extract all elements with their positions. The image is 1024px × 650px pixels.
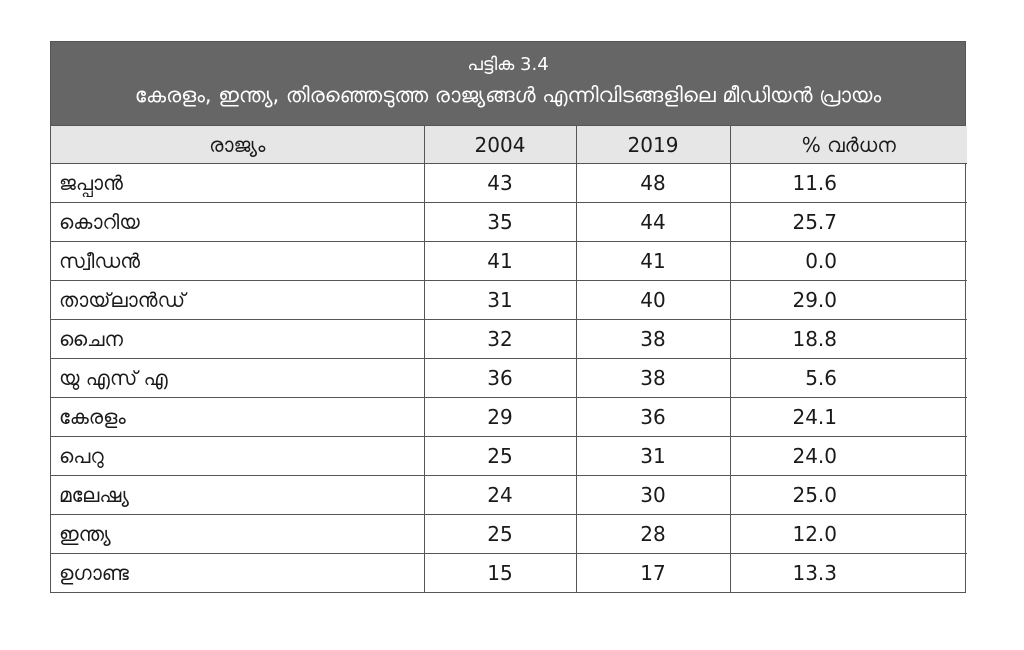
percent-increase-cell: 24.0 (730, 436, 967, 476)
country-cell: ജപ്പാൻ (51, 163, 425, 203)
median-age-table: പട്ടിക 3.4 കേരളം, ഇന്ത്യ, തിരഞ്ഞെടുത്ത ര… (50, 41, 967, 593)
percent-increase-cell: 0.0 (730, 241, 967, 281)
country-cell: ഉഗാണ്ട (51, 553, 425, 592)
value-2019-cell: 31 (576, 436, 731, 476)
percent-increase-cell: 29.0 (730, 280, 967, 320)
data-table: രാജ്യം 2004 2019 % വർധന ജപ്പാൻ 43 48 11.6 കൊ… (51, 126, 967, 592)
percent-increase-cell: 12.0 (730, 514, 967, 554)
value-2019-cell: 48 (576, 163, 731, 203)
value-2004-cell: 15 (424, 553, 577, 592)
value-2019-cell: 36 (576, 397, 731, 437)
value-2004-cell: 31 (424, 280, 577, 320)
percent-increase-cell: 13.3 (792, 561, 837, 585)
value-2004-cell: 29 (424, 397, 577, 437)
country-cell: തായ്‌ലാൻഡ് (51, 280, 425, 320)
value-2019-cell: 17 (576, 553, 731, 592)
table-row: പെറു 25 31 24.0 (51, 436, 967, 476)
country-cell: കൊറിയ (51, 202, 425, 242)
value-2019-cell: 44 (576, 202, 731, 242)
table-row: ചൈന 32 38 18.8 (51, 319, 967, 359)
value-2004-cell: 25 (424, 436, 577, 476)
percent-increase-cell: 11.6 (730, 163, 967, 203)
table-row: സ്വീഡൻ 41 41 0.0 (51, 241, 967, 281)
value-2004-cell: 36 (424, 358, 577, 398)
value-2019-cell: 41 (576, 241, 731, 281)
country-cell: ചൈന (51, 319, 425, 359)
country-cell: സ്വീഡൻ (51, 241, 425, 281)
header-row: രാജ്യം 2004 2019 % വർധന (51, 126, 967, 164)
value-2019-cell: 30 (576, 475, 731, 515)
percent-increase-cell: 24.1 (730, 397, 967, 437)
value-2004-cell: 41 (424, 241, 577, 281)
value-2004-cell: 25 (424, 514, 577, 554)
table-row: യു എസ് എ 36 38 5.6 (51, 358, 967, 398)
value-2004-cell: 32 (424, 319, 577, 359)
table-row: ജപ്പാൻ 43 48 11.6 (51, 163, 967, 203)
header-country: രാജ്യം (51, 126, 425, 164)
value-2019-cell: 28 (576, 514, 731, 554)
table-row: മലേഷ്യ 24 30 25.0 (51, 475, 967, 515)
table-row: ഉഗാണ്ട 15 17 13.3 (51, 553, 967, 592)
header-2004: 2004 (424, 126, 577, 164)
value-2004-cell: 35 (424, 202, 577, 242)
table-title: കേരളം, ഇന്ത്യ, തിരഞ്ഞെടുത്ത രാജ്യങ്ങൾ എന… (134, 83, 882, 107)
value-2019-cell: 38 (576, 319, 731, 359)
table-number: പട്ടിക 3.4 (467, 54, 549, 75)
country-cell: ഇന്ത്യ (51, 514, 425, 554)
percent-increase-cell: 5.6 (730, 358, 967, 398)
percent-increase-cell: 25.7 (730, 202, 967, 242)
country-cell: യു എസ് എ (51, 358, 425, 398)
table-row: കൊറിയ 35 44 25.7 (51, 202, 967, 242)
country-cell: മലേഷ്യ (51, 475, 425, 515)
country-cell: കേരളം (51, 397, 425, 437)
value-2004-cell: 43 (424, 163, 577, 203)
percent-increase-cell: 25.0 (730, 475, 967, 515)
table-row: ഇന്ത്യ 25 28 12.0 (51, 514, 967, 554)
value-2004-cell: 24 (424, 475, 577, 515)
header-2019: 2019 (576, 126, 731, 164)
table-row: തായ്‌ലാൻഡ് 31 40 29.0 (51, 280, 967, 320)
country-cell: പെറു (51, 436, 425, 476)
header-percent-increase: % വർധന (730, 126, 967, 164)
percent-increase-cell: 18.8 (730, 319, 967, 359)
table-body: ജപ്പാൻ 43 48 11.6 കൊറിയ 35 44 25.7 സ്വീഡൻ 41 41 0.0… (51, 163, 967, 592)
table-caption: പട്ടിക 3.4 കേരളം, ഇന്ത്യ, തിരഞ്ഞെടുത്ത ര… (51, 42, 965, 126)
value-2019-cell: 40 (576, 280, 731, 320)
table-row: കേരളം 29 36 24.1 (51, 397, 967, 437)
value-2019-cell: 38 (576, 358, 731, 398)
